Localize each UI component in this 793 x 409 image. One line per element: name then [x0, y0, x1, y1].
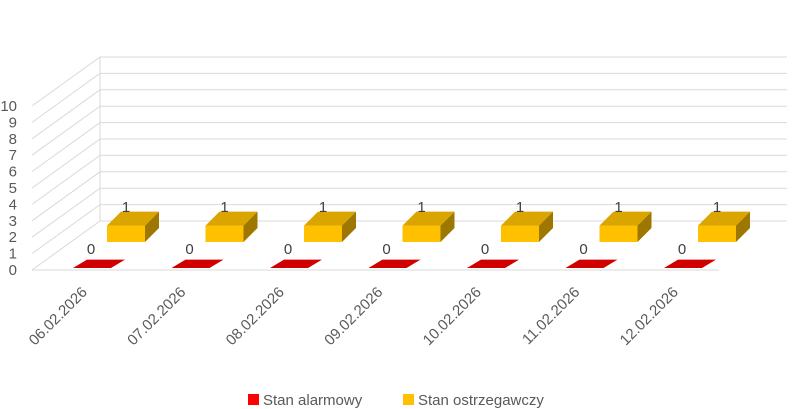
gridline [31, 154, 787, 205]
gridline [31, 72, 787, 123]
legend-swatch [403, 394, 414, 405]
bar-stan-ostrzegawczy-top [501, 211, 553, 226]
bar-stan-ostrzegawczy-side [539, 211, 553, 242]
y-tick-label: 9 [9, 114, 17, 131]
data-label: 0 [678, 241, 686, 258]
data-label: 1 [122, 199, 130, 216]
x-tick-label: 09.02.2026 [321, 284, 386, 349]
y-tick-label: 6 [9, 164, 17, 181]
bar-stan-ostrzegawczy-top [599, 211, 652, 226]
bar-stan-ostrzegawczy-top [107, 211, 159, 226]
bar-stan-ostrzegawczy [501, 225, 539, 242]
x-axis: 06.02.2026 07.02.2026 08.02.2026 09.02.2026… [26, 284, 682, 349]
x-tick-label: 11.02.2026 [519, 284, 583, 348]
y-tick-label: 3 [9, 213, 17, 230]
legend: Stan alarmowy Stan ostrzegawczy [248, 392, 544, 409]
bar-stan-alarmowy [664, 259, 716, 268]
data-label: 0 [284, 241, 292, 258]
bar-stan-ostrzegawczy-side [145, 211, 159, 242]
legend-label: Stan ostrzegawczy [418, 392, 544, 409]
bar-stan-ostrzegawczy-side [243, 211, 258, 242]
chart-bars [73, 211, 750, 268]
bar-stan-ostrzegawczy [304, 225, 342, 242]
bar-stan-ostrzegawczy-side [342, 211, 356, 242]
bar-stan-ostrzegawczy-top [304, 211, 356, 226]
bar-stan-ostrzegawczy-top [402, 211, 455, 226]
bar-stan-ostrzegawczy [107, 225, 145, 242]
y-tick-label: 10 [0, 98, 17, 115]
data-label: 0 [579, 241, 587, 258]
x-tick-label: 07.02.2026 [124, 284, 189, 349]
data-label: 1 [417, 199, 425, 216]
gridline [31, 89, 787, 140]
legend-swatch [248, 394, 259, 405]
x-tick-label: 12.02.2026 [617, 284, 682, 349]
bar-stan-ostrzegawczy-top [698, 211, 750, 226]
y-tick-label: 0 [9, 262, 17, 279]
y-tick-label: 5 [9, 180, 17, 197]
data-label: 1 [319, 199, 327, 216]
x-tick-label: 08.02.2026 [223, 284, 288, 349]
x-tick-label: 06.02.2026 [26, 284, 91, 349]
data-label: 1 [220, 199, 228, 216]
gridline [31, 138, 787, 189]
data-label: 0 [87, 241, 95, 258]
y-tick-label: 4 [9, 196, 17, 213]
data-label: 1 [516, 199, 524, 216]
chart-gridlines [31, 56, 787, 271]
y-tick-label: 1 [9, 246, 17, 263]
data-label: 0 [185, 241, 193, 258]
data-labels: 0 1 0 1 0 1 0 1 0 1 0 1 0 1 [87, 199, 721, 258]
bar-stan-alarmowy [270, 259, 322, 268]
gridline [31, 122, 787, 173]
bar-stan-alarmowy [73, 259, 125, 268]
legend-label: Stan alarmowy [263, 392, 363, 409]
bar-stan-alarmowy [565, 259, 618, 268]
bar-stan-ostrzegawczy [698, 225, 736, 242]
data-label: 1 [614, 199, 622, 216]
x-tick-label: 10.02.2026 [420, 284, 485, 349]
bar-stan-ostrzegawczy-side [637, 211, 652, 242]
y-tick-label: 7 [9, 147, 17, 164]
bar-stan-ostrzegawczy [599, 225, 638, 242]
bar-stan-ostrzegawczy-side [736, 211, 750, 242]
y-tick-label: 8 [9, 131, 17, 148]
data-label: 0 [382, 241, 390, 258]
y-tick-label: 2 [9, 229, 17, 246]
data-label: 1 [713, 199, 721, 216]
bar-stan-alarmowy [171, 259, 224, 268]
bar-stan-alarmowy [467, 259, 519, 268]
bar-stan-alarmowy [368, 259, 421, 268]
bar-stan-ostrzegawczy-side [440, 211, 455, 242]
bar-stan-ostrzegawczy [205, 225, 244, 242]
data-label: 0 [481, 241, 489, 258]
gridline [31, 105, 787, 156]
gridline [31, 56, 787, 107]
bar-stan-ostrzegawczy-top [205, 211, 258, 226]
bar-stan-ostrzegawczy [402, 225, 441, 242]
